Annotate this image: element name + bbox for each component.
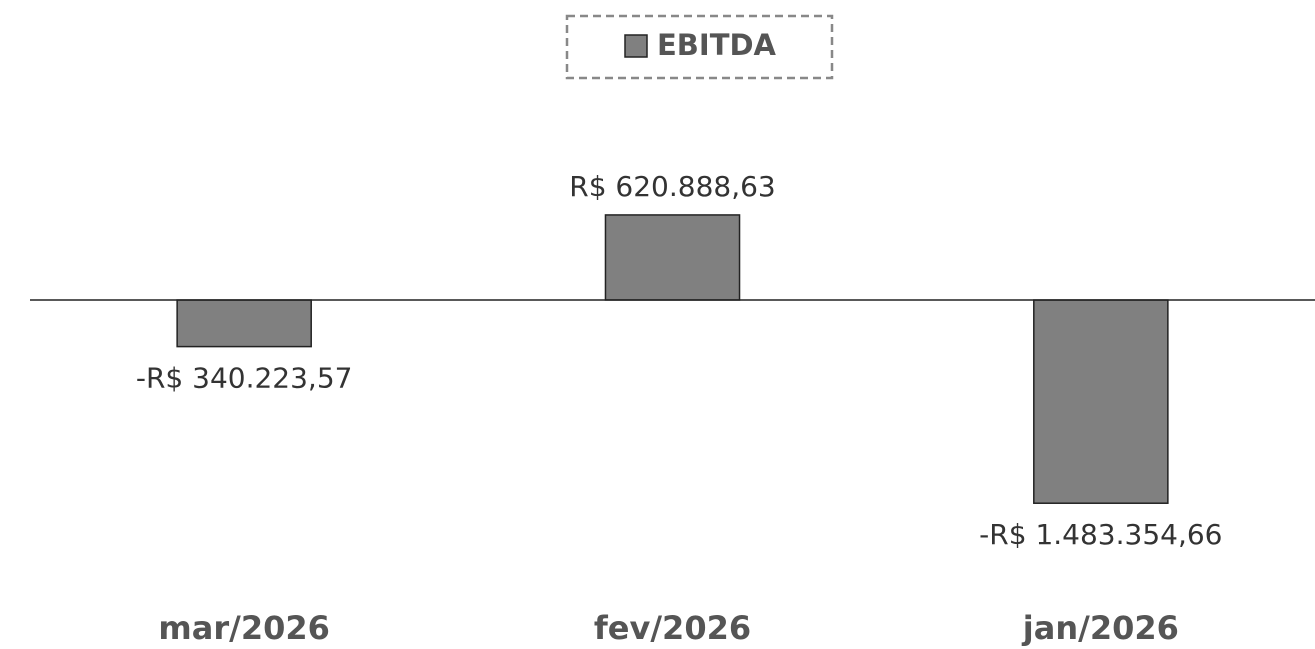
bar xyxy=(176,299,312,348)
value-label: R$ 620.888,63 xyxy=(569,170,776,203)
bar xyxy=(604,214,741,301)
legend-swatch xyxy=(624,34,648,58)
legend-label: EBITDA xyxy=(657,28,777,62)
legend-box xyxy=(565,14,834,80)
bar xyxy=(1033,299,1169,504)
x-tick-label: jan/2026 xyxy=(1021,609,1179,647)
x-tick-label: fev/2026 xyxy=(594,609,751,647)
x-tick-label: mar/2026 xyxy=(158,609,329,647)
value-label: -R$ 340.223,57 xyxy=(136,362,353,395)
value-label: -R$ 1.483.354,66 xyxy=(979,518,1222,551)
